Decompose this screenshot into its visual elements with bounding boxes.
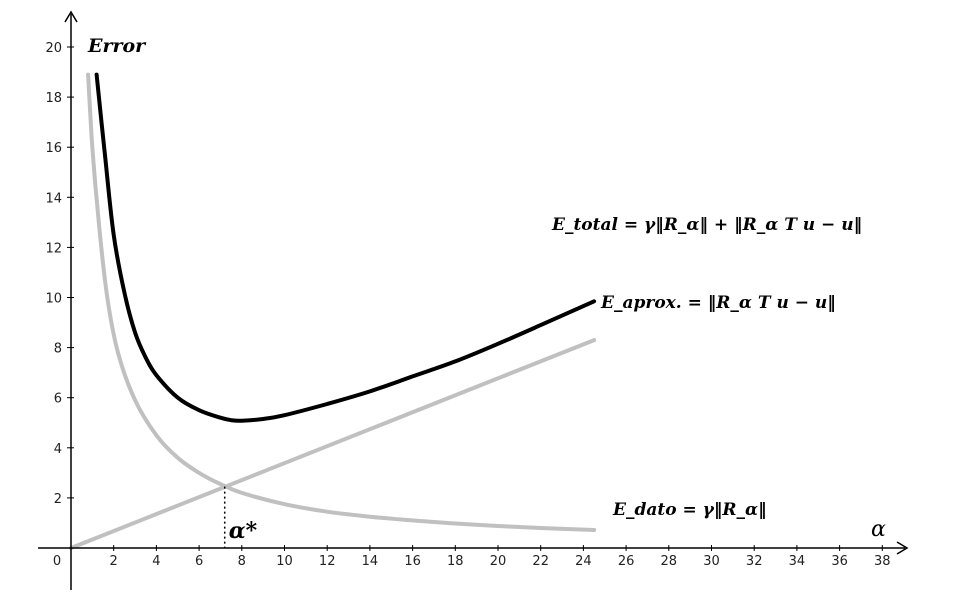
series-line-0 <box>94 72 597 423</box>
y-axis-arrow-icon <box>64 10 78 23</box>
x-axis-title: α <box>871 517 886 542</box>
axes-layer <box>38 10 909 590</box>
x-tick-label: 32 <box>746 554 763 569</box>
x-tick-label: 30 <box>703 554 720 569</box>
y-tick-label: 6 <box>54 392 62 407</box>
x-tick-label: 14 <box>362 554 379 569</box>
y-tick-label: 8 <box>54 342 62 357</box>
x-tick-label: 22 <box>532 554 549 569</box>
x-tick-label: 26 <box>618 554 635 569</box>
ticks-layer: 0 2 4 6 8 10 12 14 16 18 20 22 24 26 28 30 32 34 36 3824681… <box>45 41 890 569</box>
x-tick-label: 12 <box>319 554 336 569</box>
x-tick-label: 38 <box>874 554 891 569</box>
x-tick-label: 18 <box>447 554 464 569</box>
series-line-1 <box>86 72 597 532</box>
x-tick-label: 6 <box>195 554 203 569</box>
y-tick-label: 12 <box>45 241 62 256</box>
y-tick-label: 20 <box>45 41 62 56</box>
label-e-dato: E_dato = γ‖R_α‖ <box>612 500 767 520</box>
y-tick-label: 10 <box>45 292 62 307</box>
x-tick-label: 24 <box>575 554 592 569</box>
y-tick-label: 14 <box>45 191 62 206</box>
series-line-2 <box>69 338 597 550</box>
y-tick-label: 18 <box>45 91 62 106</box>
x-tick-label: 36 <box>831 554 848 569</box>
x-tick-label: 4 <box>152 554 160 569</box>
x-tick-label: 34 <box>789 554 806 569</box>
x-tick-label: 2 <box>110 554 118 569</box>
y-tick-label: 4 <box>54 442 62 457</box>
x-tick-label: 10 <box>276 554 293 569</box>
x-tick-label: 16 <box>404 554 421 569</box>
x-tick-label: 0 <box>53 554 61 569</box>
label-e-aprox: E_aprox. = ‖R_α T u − u‖ <box>600 293 836 313</box>
alpha-star-label: α* <box>229 518 258 544</box>
y-tick-label: 2 <box>54 492 62 507</box>
y-tick-label: 16 <box>45 141 62 156</box>
y-axis-title: Error <box>87 35 147 57</box>
label-e-total: E_total = γ‖R_α‖ + ‖R_α T u − u‖ <box>551 215 862 235</box>
x-tick-label: 28 <box>661 554 678 569</box>
x-tick-label: 20 <box>490 554 507 569</box>
x-tick-label: 8 <box>238 554 246 569</box>
curves-layer <box>69 72 597 550</box>
x-axis-arrow-icon <box>896 541 909 555</box>
